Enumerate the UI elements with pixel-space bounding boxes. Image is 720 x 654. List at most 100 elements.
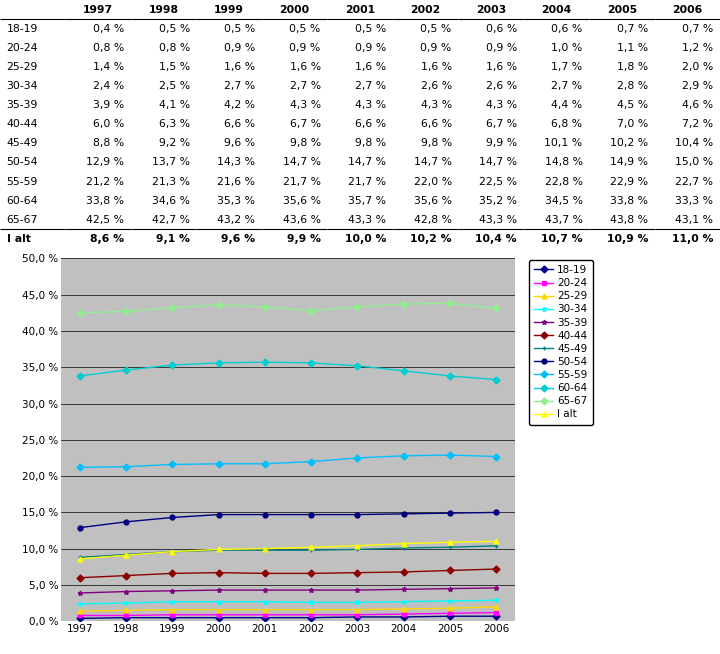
65-67: [168, 303, 176, 311]
65-67: [400, 300, 408, 308]
Line: I alt: I alt: [77, 539, 499, 561]
Line: 30-34: 30-34: [77, 598, 499, 606]
25-29: [353, 606, 361, 613]
35-39: [122, 587, 130, 595]
Line: 25-29: 25-29: [77, 604, 499, 613]
40-44: [215, 569, 223, 577]
65-67: [215, 301, 223, 309]
55-59: [76, 464, 84, 472]
35-39: [76, 589, 84, 597]
50-54: [261, 511, 269, 519]
20-24: [492, 609, 500, 617]
I alt: [122, 551, 130, 559]
20-24: [400, 610, 408, 618]
18-19: [400, 613, 408, 621]
40-44: [261, 570, 269, 577]
60-64: [353, 362, 361, 370]
30-34: [400, 598, 408, 606]
65-67: [307, 307, 315, 315]
45-49: [215, 546, 223, 554]
55-59: [492, 453, 500, 460]
30-34: [168, 598, 176, 606]
60-64: [215, 359, 223, 367]
Line: 18-19: 18-19: [77, 614, 499, 621]
I alt: [261, 545, 269, 553]
25-29: [492, 603, 500, 611]
25-29: [215, 606, 223, 613]
40-44: [446, 566, 454, 574]
55-59: [215, 460, 223, 468]
45-49: [76, 553, 84, 561]
20-24: [76, 611, 84, 619]
45-49: [261, 546, 269, 554]
30-34: [446, 597, 454, 605]
30-34: [261, 598, 269, 606]
50-54: [400, 510, 408, 518]
55-59: [446, 451, 454, 459]
I alt: [76, 555, 84, 563]
60-64: [261, 358, 269, 366]
65-67: [76, 309, 84, 317]
20-24: [261, 611, 269, 619]
45-49: [446, 543, 454, 551]
60-64: [122, 366, 130, 374]
I alt: [307, 543, 315, 551]
Line: 40-44: 40-44: [77, 566, 499, 580]
55-59: [307, 458, 315, 466]
55-59: [261, 460, 269, 468]
50-54: [307, 511, 315, 519]
40-44: [168, 570, 176, 577]
50-54: [446, 509, 454, 517]
20-24: [168, 611, 176, 619]
25-29: [76, 607, 84, 615]
30-34: [122, 599, 130, 607]
20-24: [307, 611, 315, 619]
18-19: [76, 615, 84, 623]
60-64: [307, 359, 315, 367]
Line: 55-59: 55-59: [77, 453, 499, 470]
35-39: [492, 584, 500, 592]
20-24: [215, 611, 223, 619]
45-49: [400, 544, 408, 552]
18-19: [492, 612, 500, 620]
40-44: [122, 572, 130, 579]
60-64: [492, 375, 500, 383]
35-39: [168, 587, 176, 594]
50-54: [168, 513, 176, 521]
18-19: [307, 613, 315, 621]
40-44: [76, 574, 84, 581]
25-29: [307, 606, 315, 613]
20-24: [446, 610, 454, 617]
35-39: [353, 586, 361, 594]
25-29: [168, 606, 176, 613]
Line: 35-39: 35-39: [77, 585, 499, 595]
Line: 50-54: 50-54: [77, 510, 499, 530]
60-64: [400, 367, 408, 375]
60-64: [168, 361, 176, 369]
60-64: [446, 372, 454, 380]
45-49: [307, 546, 315, 554]
20-24: [353, 611, 361, 619]
18-19: [446, 612, 454, 620]
65-67: [261, 303, 269, 311]
40-44: [492, 565, 500, 573]
65-67: [353, 303, 361, 311]
35-39: [446, 585, 454, 593]
65-67: [492, 305, 500, 313]
40-44: [353, 569, 361, 577]
I alt: [353, 542, 361, 550]
40-44: [400, 568, 408, 576]
30-34: [492, 596, 500, 604]
60-64: [76, 372, 84, 380]
55-59: [168, 460, 176, 468]
30-34: [307, 598, 315, 606]
30-34: [215, 598, 223, 606]
18-19: [168, 613, 176, 621]
Legend: 18-19, 20-24, 25-29, 30-34, 35-39, 40-44, 45-49, 50-54, 55-59, 60-64, 65-67, I a: 18-19, 20-24, 25-29, 30-34, 35-39, 40-44…: [529, 260, 593, 424]
25-29: [122, 606, 130, 614]
I alt: [492, 538, 500, 545]
I alt: [400, 540, 408, 547]
55-59: [122, 463, 130, 471]
45-49: [168, 547, 176, 555]
18-19: [122, 613, 130, 621]
